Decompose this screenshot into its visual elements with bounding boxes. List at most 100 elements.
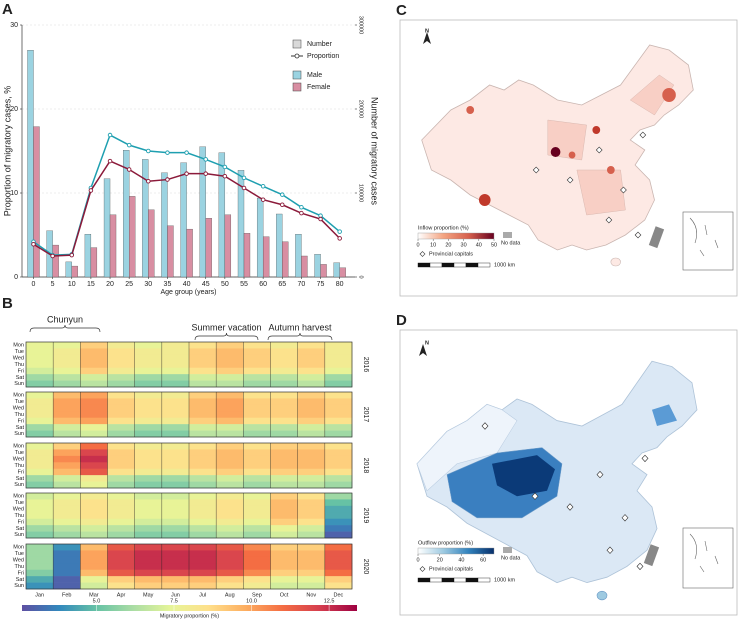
- heat-cell: [189, 499, 217, 507]
- heat-cell: [216, 361, 244, 369]
- heat-cell: [297, 380, 326, 388]
- heat-cell: [324, 531, 353, 539]
- heat-cell: [26, 443, 54, 450]
- capital-swatch: [419, 251, 426, 257]
- month-label: Dec: [334, 592, 344, 598]
- bar: [224, 214, 232, 278]
- capitals-label: Provincial capitals: [429, 566, 473, 572]
- heat-cell: [216, 417, 244, 425]
- scale-bar: [417, 262, 431, 268]
- north-label: N: [425, 28, 429, 34]
- heat-cell: [324, 475, 353, 482]
- heat-cell: [189, 392, 217, 399]
- heat-cell: [270, 582, 298, 590]
- heat-cell: [80, 582, 108, 590]
- year-label: 2017: [362, 407, 369, 423]
- heat-cell: [216, 348, 244, 356]
- heat-cell: [53, 354, 81, 362]
- y2-axis-label: Number of migratory cases: [370, 97, 380, 206]
- heat-cell: [270, 424, 298, 431]
- y2-tick-label: 0: [358, 275, 364, 278]
- heat-cell: [26, 499, 54, 507]
- inset-islands: [689, 217, 719, 257]
- annotation: Summer vacation: [191, 322, 261, 332]
- heat-cell: [243, 417, 271, 425]
- proportion-point: [280, 192, 285, 197]
- heat-cell: [270, 449, 298, 457]
- scale-bar: [453, 577, 467, 583]
- heat-cell: [243, 525, 271, 532]
- heat-cell: [216, 367, 244, 375]
- day-label: Mon: [13, 494, 24, 500]
- heat-cell: [297, 417, 326, 425]
- day-label: Thu: [15, 564, 24, 570]
- heat-cell: [107, 361, 135, 369]
- heat-cell: [80, 411, 108, 419]
- heat-cell: [243, 404, 271, 412]
- heat-cell: [80, 348, 108, 356]
- month-label: Mar: [89, 592, 99, 598]
- heat-cell: [297, 481, 326, 489]
- heat-cell: [107, 531, 135, 539]
- heat-cell: [53, 361, 81, 369]
- day-label: Wed: [13, 356, 24, 362]
- heat-cell: [26, 374, 54, 381]
- heat-cell: [324, 449, 353, 457]
- heat-cell: [134, 342, 163, 349]
- day-label: Sat: [16, 476, 25, 482]
- scale-bar: [429, 577, 443, 583]
- heat-cell: [53, 449, 81, 457]
- heat-cell: [26, 424, 54, 431]
- heat-cell: [189, 556, 217, 564]
- day-label: Tue: [15, 551, 24, 557]
- heat-cell: [324, 380, 353, 388]
- legend-label: Male: [307, 72, 322, 79]
- scale-label: 1000 km: [494, 262, 516, 268]
- proportion-point: [69, 252, 75, 258]
- inset-box: [682, 211, 734, 271]
- heat-cell: [243, 462, 271, 470]
- colorbar: [417, 547, 495, 555]
- proportion-point: [280, 202, 285, 208]
- heat-cell: [107, 398, 135, 406]
- heat-cell: [189, 576, 217, 583]
- year-label: 2018: [362, 458, 369, 474]
- heat-cell: [107, 367, 135, 375]
- heat-cell: [134, 563, 163, 571]
- heat-cell: [216, 499, 244, 507]
- heat-cell: [80, 493, 108, 500]
- heat-cell: [53, 424, 81, 431]
- month-label: Aug: [225, 592, 235, 598]
- map-frame: [399, 329, 738, 616]
- heat-cell: [26, 569, 54, 577]
- x-tick-label: 50: [221, 281, 229, 288]
- heat-cell: [53, 518, 81, 526]
- heat-cell: [216, 449, 244, 457]
- heat-cell: [189, 443, 217, 450]
- day-label: Mon: [13, 393, 24, 399]
- map-c: [421, 44, 694, 267]
- heat-cell: [270, 404, 298, 412]
- heat-cell: [270, 544, 298, 551]
- heat-cell: [80, 569, 108, 577]
- heat-cell: [297, 392, 326, 399]
- hotspot: [592, 126, 601, 134]
- heat-cell: [189, 449, 217, 457]
- no-data-label: No data: [501, 240, 521, 246]
- heat-cell: [189, 398, 217, 406]
- heat-cell: [80, 550, 108, 558]
- legend-swatch: [292, 39, 302, 49]
- heat-cell: [297, 342, 326, 349]
- heat-cell: [107, 411, 135, 419]
- heat-cell: [161, 499, 190, 507]
- bar: [205, 218, 212, 278]
- heat-cell: [189, 550, 217, 558]
- heat-cell: [297, 525, 326, 532]
- map-d: [416, 360, 698, 601]
- heat-cell: [107, 443, 135, 450]
- heat-cell: [26, 493, 54, 500]
- heat-cell: [80, 354, 108, 362]
- heat-cell: [161, 398, 190, 406]
- heat-cell: [324, 544, 353, 551]
- bar: [320, 264, 327, 278]
